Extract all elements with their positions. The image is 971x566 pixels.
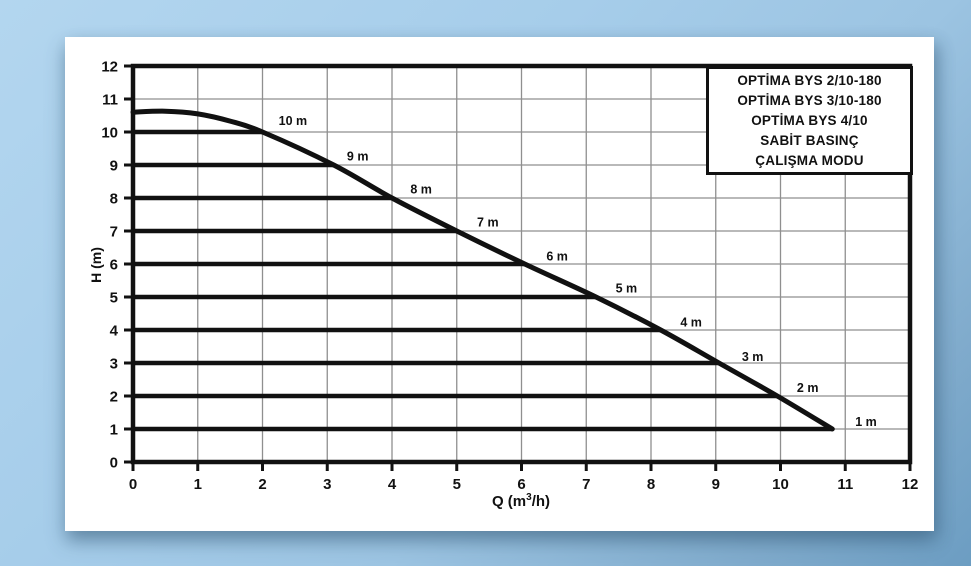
pressure-label-5m: 5 m <box>616 281 638 295</box>
y-tick-label: 4 <box>110 323 119 340</box>
y-tick-label: 5 <box>110 290 118 307</box>
legend-line-model-2: OPTİMA BYS 3/10-180 <box>737 92 882 108</box>
x-tick-label: 4 <box>388 476 397 493</box>
y-tick-label: 2 <box>110 389 118 406</box>
plot-border <box>130 63 913 465</box>
x-tick-label: 3 <box>323 476 331 493</box>
x-tick-label: 1 <box>194 476 202 493</box>
pressure-label-4m: 4 m <box>680 316 702 330</box>
x-tick-label: 8 <box>647 476 655 493</box>
y-tick-label: 6 <box>110 257 118 274</box>
y-tick-label: 10 <box>101 125 118 142</box>
pressure-label-2m: 2 m <box>797 381 819 395</box>
legend-line-mode-2: ÇALIŞMA MODU <box>755 152 864 168</box>
y-axis-title: H (m) <box>88 247 104 283</box>
pressure-label-6m: 6 m <box>546 250 568 264</box>
x-tick-label: 6 <box>517 476 525 493</box>
y-tick-label: 8 <box>110 191 118 208</box>
legend-line-model-1: OPTİMA BYS 2/10-180 <box>737 72 882 88</box>
x-tick-label: 7 <box>582 476 590 493</box>
pressure-label-10m: 10 m <box>279 114 308 128</box>
x-tick-label: 9 <box>712 476 720 493</box>
y-tick-label: 11 <box>102 92 118 109</box>
pressure-label-9m: 9 m <box>347 149 369 163</box>
y-tick-label: 0 <box>110 455 118 472</box>
x-tick-label: 12 <box>902 476 919 493</box>
legend-line-model-3: OPTİMA BYS 4/10 <box>751 112 868 128</box>
x-axis-title: Q (m3/h) <box>421 492 621 514</box>
y-tick-label: 12 <box>101 59 118 76</box>
x-tick-label: 10 <box>772 476 789 493</box>
x-tick-label: 5 <box>453 476 461 493</box>
x-tick-label: 11 <box>837 476 853 493</box>
x-tick-label: 0 <box>129 476 137 493</box>
pump-curve-path <box>130 108 835 432</box>
pressure-label-3m: 3 m <box>742 350 764 364</box>
x-tick-label: 2 <box>258 476 266 493</box>
pressure-label-1m: 1 m <box>855 415 877 429</box>
chart-legend: OPTİMA BYS 2/10-180 OPTİMA BYS 3/10-180 … <box>706 66 913 175</box>
pressure-label-8m: 8 m <box>410 182 432 196</box>
x-axis-title-prefix: Q (m <box>491 493 527 510</box>
x-axis-title-superscript: 3 <box>526 492 532 503</box>
y-tick-label: 9 <box>110 158 118 175</box>
pressure-label-7m: 7 m <box>477 215 499 229</box>
y-tick-label: 7 <box>110 224 118 241</box>
y-tick-label: 1 <box>110 422 118 439</box>
legend-line-mode-1: SABİT BASINÇ <box>760 132 859 148</box>
x-axis-title-suffix: /h) <box>531 493 551 510</box>
y-tick-label: 3 <box>110 356 118 373</box>
